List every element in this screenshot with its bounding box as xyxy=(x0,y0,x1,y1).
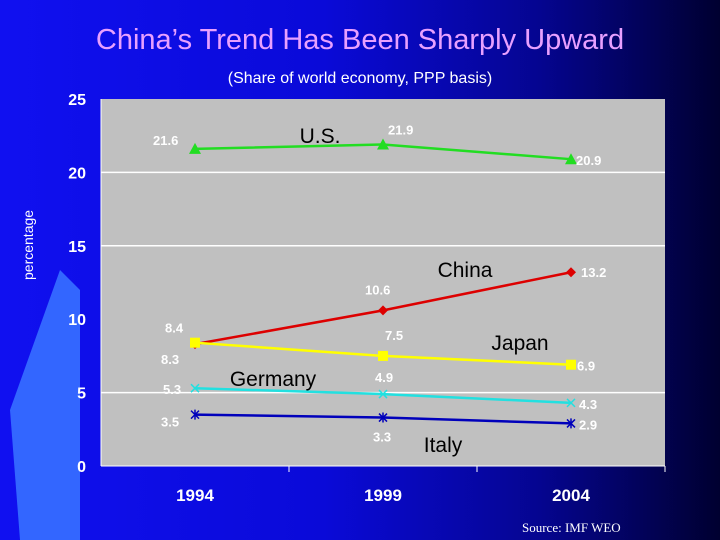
data-label: 5.3 xyxy=(163,382,181,397)
series-name-label: U.S. xyxy=(300,125,341,148)
data-label: 3.3 xyxy=(373,430,391,445)
y-tick-label: 25 xyxy=(68,92,86,109)
x-tick-label: 2004 xyxy=(552,486,590,505)
source-note: Source: IMF WEO xyxy=(522,520,621,535)
data-label: 10.6 xyxy=(365,282,390,297)
data-point xyxy=(377,138,389,150)
x-tick-label: 1994 xyxy=(176,486,214,505)
data-point xyxy=(566,267,576,278)
data-label: 4.3 xyxy=(579,397,597,412)
data-point xyxy=(566,398,576,408)
data-point xyxy=(566,359,576,370)
data-point xyxy=(378,305,388,316)
data-label: 3.5 xyxy=(161,415,179,430)
decorative-shape xyxy=(10,270,80,540)
data-point xyxy=(190,337,200,348)
chart-subtitle: (Share of world economy, PPP basis) xyxy=(227,70,493,87)
data-label: 6.9 xyxy=(577,359,595,374)
y-tick-label: 5 xyxy=(77,386,86,403)
data-label: 8.4 xyxy=(165,321,184,336)
data-label: 4.9 xyxy=(375,370,393,385)
y-tick-label: 10 xyxy=(68,312,86,329)
data-point xyxy=(566,418,576,429)
y-tick-label: 15 xyxy=(68,239,86,256)
data-label: 2.9 xyxy=(579,417,597,432)
data-point xyxy=(190,409,200,420)
data-label: 8.3 xyxy=(161,352,179,367)
data-label: 21.9 xyxy=(388,123,413,138)
data-label: 21.6 xyxy=(153,133,178,148)
y-tick-label: 20 xyxy=(68,165,86,182)
data-label: 7.5 xyxy=(385,328,403,343)
x-tick-label: 1999 xyxy=(364,486,402,505)
data-point xyxy=(378,412,388,423)
data-label: 13.2 xyxy=(581,265,606,280)
data-point xyxy=(189,142,201,154)
y-tick-label: 0 xyxy=(77,459,86,476)
series-name-label: Japan xyxy=(491,332,548,355)
slide-title: China’s Trend Has Been Sharply Upward xyxy=(95,24,625,56)
series-name-label: Italy xyxy=(424,434,463,457)
data-point xyxy=(378,350,388,361)
data-point xyxy=(378,389,388,399)
data-label: 20.9 xyxy=(576,153,601,168)
data-point xyxy=(190,383,200,393)
series-name-label: China xyxy=(438,259,493,282)
series-name-label: Germany xyxy=(230,368,317,391)
data-point xyxy=(565,153,577,165)
